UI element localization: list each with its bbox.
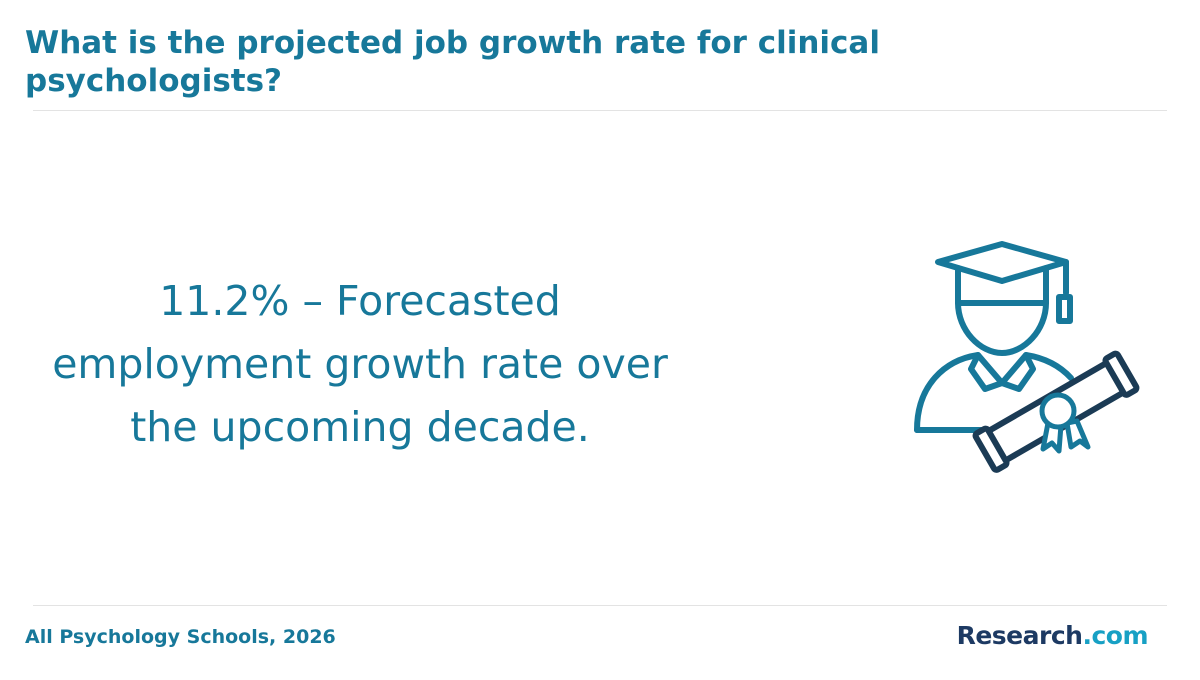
stat-text: 11.2% – Forecasted employment growth rat… — [52, 277, 668, 451]
footer-divider — [33, 605, 1167, 606]
source-note: All Psychology Schools, 2026 — [25, 626, 336, 648]
head-icon — [955, 300, 1049, 357]
header-divider — [33, 110, 1167, 111]
mortarboard-icon — [935, 241, 1073, 324]
body-icon — [914, 352, 1074, 433]
page-title: What is the projected job growth rate fo… — [25, 25, 880, 99]
brand-name: Research — [956, 621, 1083, 650]
brand-tld: .com — [1082, 621, 1148, 650]
graduate-with-diploma-icon — [914, 241, 1140, 473]
seal-icon — [1039, 392, 1091, 454]
brand-logo: Research.com — [956, 620, 1149, 652]
